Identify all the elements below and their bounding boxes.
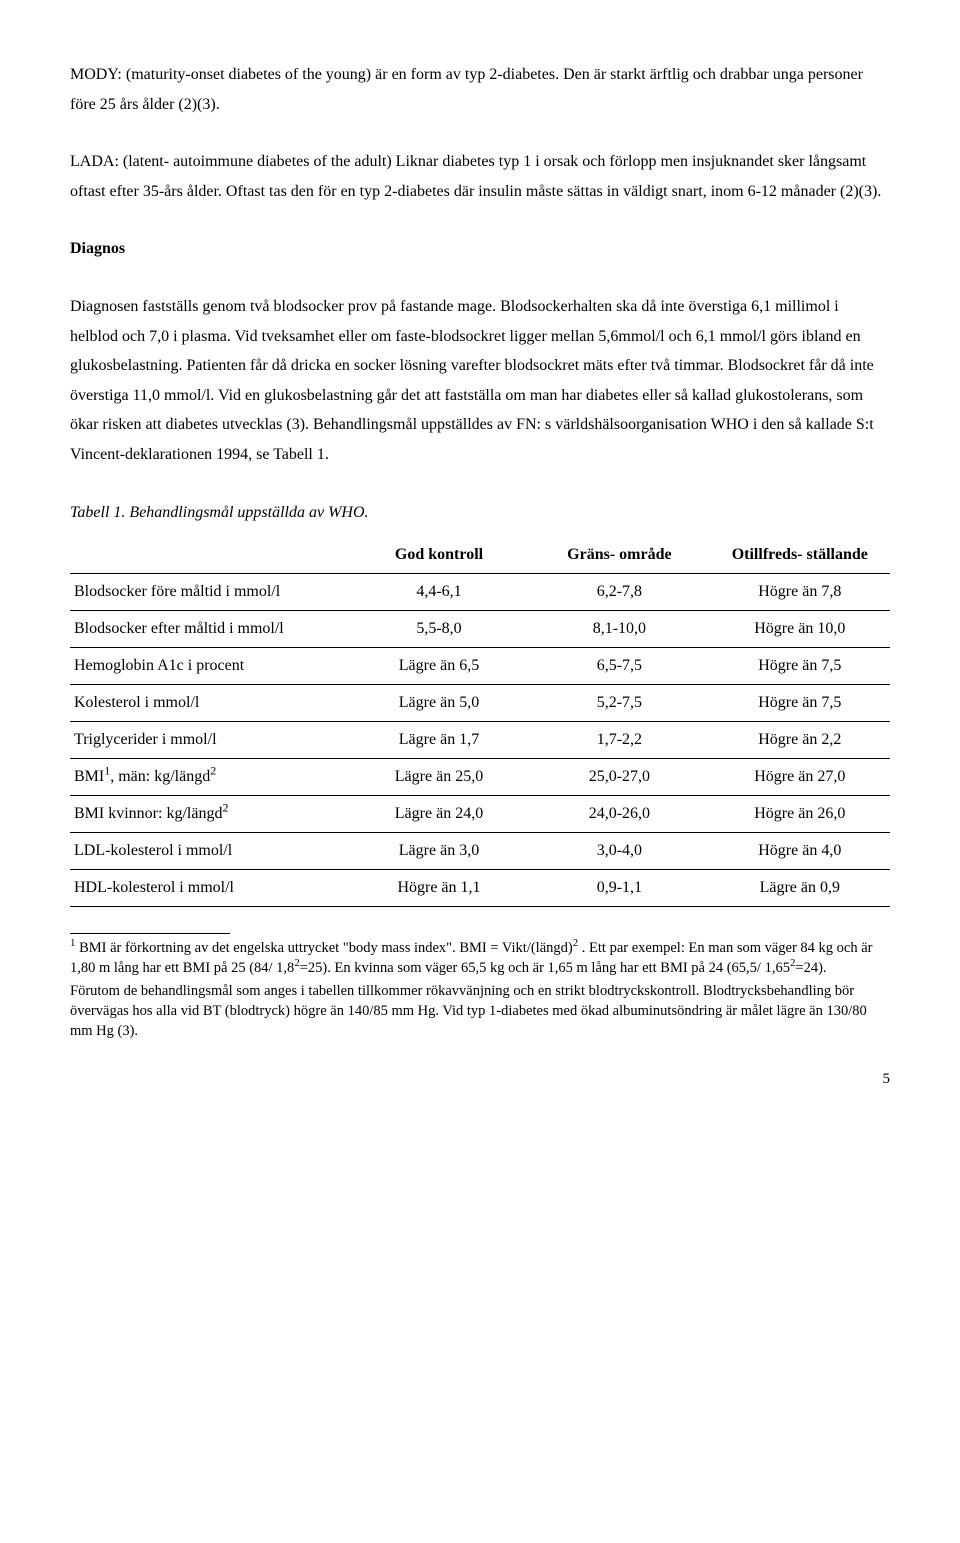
table-cell-border: 8,1-10,0 bbox=[529, 611, 709, 648]
table-cell-label: BMI1, män: kg/längd2 bbox=[70, 759, 349, 796]
table-cell-border: 6,5-7,5 bbox=[529, 648, 709, 685]
table-row: LDL-kolesterol i mmol/lLägre än 3,03,0-4… bbox=[70, 833, 890, 870]
table-cell-good: 4,4-6,1 bbox=[349, 574, 529, 611]
table-header-unsat: Otillfreds- ställande bbox=[710, 537, 890, 574]
table-cell-border: 25,0-27,0 bbox=[529, 759, 709, 796]
table-row: Kolesterol i mmol/lLägre än 5,05,2-7,5Hö… bbox=[70, 685, 890, 722]
footnote-separator bbox=[70, 933, 230, 934]
paragraph-diagnos-body: Diagnosen fastställs genom två blodsocke… bbox=[70, 292, 890, 470]
table-cell-label: Hemoglobin A1c i procent bbox=[70, 648, 349, 685]
table-row: BMI kvinnor: kg/längd2Lägre än 24,024,0-… bbox=[70, 796, 890, 833]
table-cell-label: Blodsocker före måltid i mmol/l bbox=[70, 574, 349, 611]
table-cell-good: Lägre än 25,0 bbox=[349, 759, 529, 796]
table-cell-good: Lägre än 1,7 bbox=[349, 722, 529, 759]
table-row: Blodsocker före måltid i mmol/l4,4-6,16,… bbox=[70, 574, 890, 611]
table-row: HDL-kolesterol i mmol/lHögre än 1,10,9-1… bbox=[70, 870, 890, 907]
table-cell-unsat: Högre än 7,8 bbox=[710, 574, 890, 611]
table-cell-good: 5,5-8,0 bbox=[349, 611, 529, 648]
table-row: BMI1, män: kg/längd2Lägre än 25,025,0-27… bbox=[70, 759, 890, 796]
heading-diagnos: Diagnos bbox=[70, 234, 890, 264]
paragraph-mody: MODY: (maturity-onset diabetes of the yo… bbox=[70, 60, 890, 119]
table-header-empty bbox=[70, 537, 349, 574]
table-cell-unsat: Högre än 10,0 bbox=[710, 611, 890, 648]
page-number: 5 bbox=[70, 1066, 890, 1094]
table-cell-border: 6,2-7,8 bbox=[529, 574, 709, 611]
table-cell-border: 0,9-1,1 bbox=[529, 870, 709, 907]
table-cell-label: Triglycerider i mmol/l bbox=[70, 722, 349, 759]
table-cell-unsat: Lägre än 0,9 bbox=[710, 870, 890, 907]
table-header-good: God kontroll bbox=[349, 537, 529, 574]
table-cell-good: Högre än 1,1 bbox=[349, 870, 529, 907]
table-row: Blodsocker efter måltid i mmol/l5,5-8,08… bbox=[70, 611, 890, 648]
table-cell-unsat: Högre än 27,0 bbox=[710, 759, 890, 796]
table-cell-label: BMI kvinnor: kg/längd2 bbox=[70, 796, 349, 833]
who-goals-table: God kontroll Gräns- område Otillfreds- s… bbox=[70, 537, 890, 907]
table-cell-unsat: Högre än 2,2 bbox=[710, 722, 890, 759]
table-row: Hemoglobin A1c i procentLägre än 6,56,5-… bbox=[70, 648, 890, 685]
table-cell-unsat: Högre än 26,0 bbox=[710, 796, 890, 833]
table-cell-border: 24,0-26,0 bbox=[529, 796, 709, 833]
table-row: Triglycerider i mmol/lLägre än 1,71,7-2,… bbox=[70, 722, 890, 759]
table-cell-label: HDL-kolesterol i mmol/l bbox=[70, 870, 349, 907]
table-cell-border: 5,2-7,5 bbox=[529, 685, 709, 722]
table-cell-label: Blodsocker efter måltid i mmol/l bbox=[70, 611, 349, 648]
table-cell-unsat: Högre än 7,5 bbox=[710, 648, 890, 685]
table-caption: Tabell 1. Behandlingsmål uppställda av W… bbox=[70, 498, 890, 528]
table-cell-good: Lägre än 5,0 bbox=[349, 685, 529, 722]
table-cell-border: 3,0-4,0 bbox=[529, 833, 709, 870]
table-body: Blodsocker före måltid i mmol/l4,4-6,16,… bbox=[70, 574, 890, 907]
table-cell-unsat: Högre än 4,0 bbox=[710, 833, 890, 870]
table-header-border: Gräns- område bbox=[529, 537, 709, 574]
table-cell-label: LDL-kolesterol i mmol/l bbox=[70, 833, 349, 870]
footnote-treatment: Förutom de behandlingsmål som anges i ta… bbox=[70, 981, 890, 1042]
table-cell-label: Kolesterol i mmol/l bbox=[70, 685, 349, 722]
table-cell-good: Lägre än 6,5 bbox=[349, 648, 529, 685]
table-cell-good: Lägre än 24,0 bbox=[349, 796, 529, 833]
table-header-row: God kontroll Gräns- område Otillfreds- s… bbox=[70, 537, 890, 574]
table-cell-good: Lägre än 3,0 bbox=[349, 833, 529, 870]
table-cell-border: 1,7-2,2 bbox=[529, 722, 709, 759]
paragraph-lada: LADA: (latent- autoimmune diabetes of th… bbox=[70, 147, 890, 206]
footnote-bmi: 1 BMI är förkortning av det engelska utt… bbox=[70, 938, 890, 979]
table-cell-unsat: Högre än 7,5 bbox=[710, 685, 890, 722]
